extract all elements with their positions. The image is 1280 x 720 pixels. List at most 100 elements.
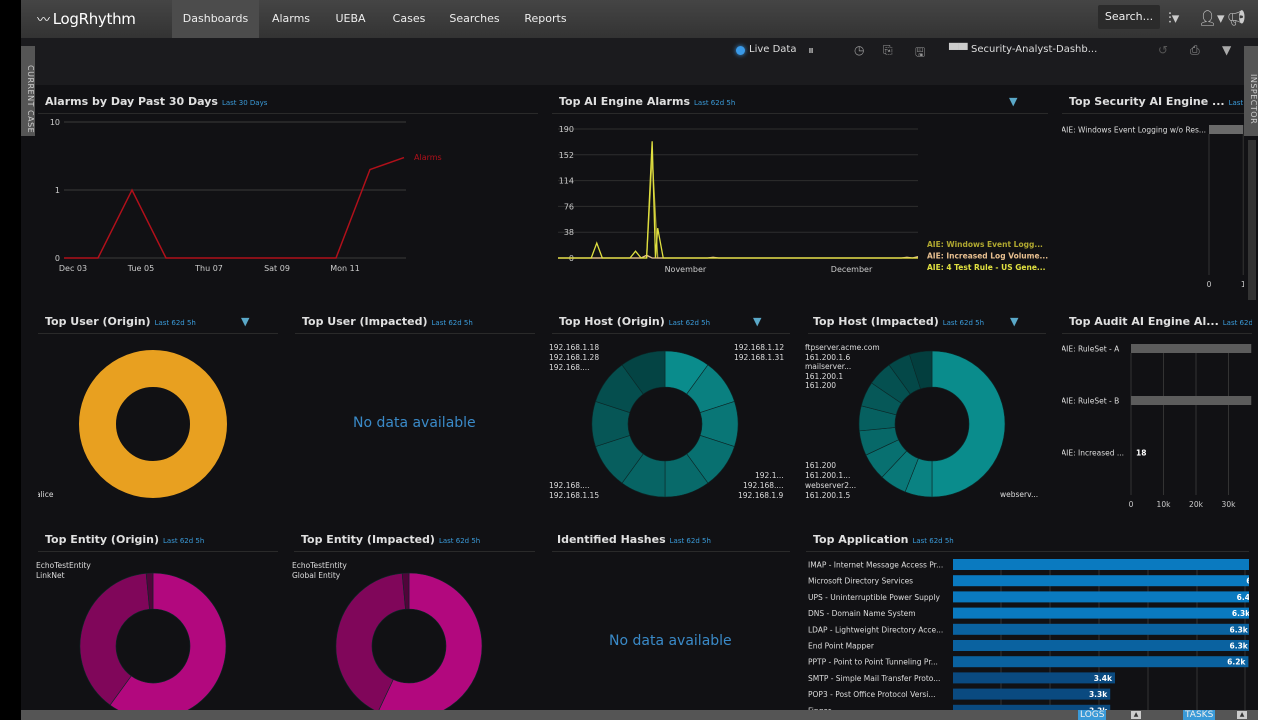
- expand-logs-icon[interactable]: ▲: [1131, 711, 1141, 719]
- filter-icon[interactable]: ▼: [1009, 95, 1018, 108]
- inspector-label: INSPECTOR: [1249, 73, 1258, 125]
- filter-icon[interactable]: ▼: [1010, 315, 1019, 328]
- slice-label: 192.168.1.18: [549, 343, 600, 352]
- audit-aie-bar-chart: 0 10k 20k 30k AIE: RuleSet - A AIE: RuleSet -…: [1062, 344, 1252, 509]
- widget-top-security-aie: Top Security AI Engine ...Last 62d 5h 0 1…: [1062, 95, 1244, 295]
- widget-title: Top AI Engine Alarms Last 62d 5h: [559, 95, 736, 108]
- donut-slice: [401, 572, 410, 610]
- widget-top-entity-impacted: Top Entity (Impacted) Last 62d 5h EchoTes…: [287, 533, 535, 710]
- widget-top-audit-aie: Top Audit AI Engine Al...Last 62d 5h 0 10…: [1062, 315, 1252, 515]
- bar-value-label: 6.3k: [1230, 625, 1249, 634]
- y-tick-label: 38: [564, 228, 574, 237]
- scrollbar[interactable]: [1248, 140, 1256, 300]
- window-edge: [1258, 0, 1280, 720]
- bar: [953, 640, 1249, 651]
- tab-alarms[interactable]: Alarms: [271, 12, 311, 25]
- no-data-message: No data available: [609, 633, 732, 649]
- slice-label: LinkNet: [36, 571, 65, 580]
- widget-title: Top Host (Origin) Last 62d 5h: [559, 315, 711, 328]
- slice-label: ftpserver.acme.com: [805, 343, 880, 352]
- filter-icon[interactable]: ▼: [753, 315, 762, 328]
- bar: [953, 607, 1249, 619]
- alarms-series-line: [64, 156, 405, 259]
- megaphone-icon[interactable]: 📢︎: [1227, 9, 1247, 27]
- undo-icon[interactable]: ↺: [1158, 43, 1169, 57]
- expand-tasks-icon[interactable]: ▲: [1237, 711, 1247, 719]
- clock-icon[interactable]: ◷: [854, 43, 865, 57]
- widget-title: Top Application Last 62d 5h: [813, 533, 954, 546]
- donut-slice: [931, 350, 1006, 498]
- slice-label: EchoTestEntity: [292, 561, 347, 570]
- bar-value-label: 3.3k: [1089, 706, 1108, 710]
- slice-label: alice: [38, 490, 54, 499]
- current-case-label: CURRENT CASE: [26, 64, 35, 134]
- search-button[interactable]: Search...: [1098, 5, 1160, 29]
- bar-value-label: 6.4k: [1237, 593, 1249, 602]
- current-case-tab[interactable]: CURRENT CASE: [21, 46, 35, 136]
- slice-label: 192.168.1.15: [549, 491, 600, 500]
- category-label: POP3 - Post Office Protocol Versi...: [808, 690, 936, 699]
- donut-slice: [109, 572, 227, 710]
- slice-label: 192.168.1.9: [738, 491, 784, 500]
- bar: [953, 623, 1249, 635]
- widget-timeframe: Last 30 Days: [221, 99, 268, 107]
- settings-sliders-icon[interactable]: ⫶▾: [1168, 9, 1180, 27]
- export-icon[interactable]: ⎘: [883, 43, 893, 57]
- save-icon[interactable]: 🖫︎: [915, 45, 926, 59]
- bar-value-label: 6.3k: [1232, 609, 1249, 618]
- user-origin-donut: [79, 350, 227, 498]
- inspector-tab[interactable]: INSPECTOR: [1244, 46, 1258, 136]
- widget-timeframe: Last 62d 5h: [942, 319, 985, 327]
- y-tick-label: 10: [50, 118, 60, 127]
- live-data-toggle[interactable]: Live Data: [749, 44, 797, 55]
- tab-reports[interactable]: Reports: [524, 12, 567, 25]
- tasks-tab[interactable]: TASKS: [1183, 710, 1216, 720]
- live-data-indicator-icon[interactable]: [736, 46, 745, 55]
- legend-item: AIE: 4 Test Rule - US Gene...: [927, 263, 1046, 272]
- tab-searches[interactable]: Searches: [449, 12, 500, 25]
- alarms-line-chart: 0 1 10 Dec 03 Tue 05 Thu 07 Sat 09 Mon 11 Alarms: [50, 118, 442, 273]
- x-tick-label: Dec 03: [59, 264, 87, 273]
- donut-slice: [79, 350, 227, 498]
- category-label: AIE: Windows Event Logging w/o Res...: [1062, 126, 1206, 135]
- filter-icon[interactable]: ▼: [1222, 43, 1232, 57]
- x-tick-label: November: [665, 265, 707, 274]
- slice-label: 192.168....: [549, 481, 590, 490]
- category-label: IMAP - Internet Message Access Pr...: [808, 561, 943, 570]
- logo[interactable]: 〰 LogRhythm: [37, 9, 136, 28]
- slice-label: 192.168.1.28: [549, 353, 600, 362]
- user-icon[interactable]: 👤︎▾: [1198, 9, 1225, 27]
- logo-icon: 〰: [37, 13, 50, 28]
- layout-icon[interactable]: ▀▀: [949, 43, 968, 57]
- widget-timeframe: Last 62d 5h: [438, 537, 481, 545]
- category-label: Finger: [808, 706, 832, 710]
- widget-title: Top Host (Impacted) Last 62d 5h: [813, 315, 985, 328]
- widget-title: Top Entity (Origin) Last 62d 5h: [45, 533, 205, 546]
- category-label: LDAP - Lightweight Directory Acce...: [808, 625, 943, 634]
- x-tick-label: Mon 11: [330, 264, 360, 273]
- slice-label: 192.168....: [743, 481, 784, 490]
- logo-text: LogRhythm: [52, 10, 136, 28]
- pause-icon[interactable]: ⏸︎: [808, 43, 815, 57]
- bar: [953, 704, 1111, 710]
- logs-tab[interactable]: LOGS: [1078, 710, 1107, 720]
- bottom-bar: LOGS ▲ TASKS ▲: [21, 710, 1258, 720]
- widget-timeframe: Last 62d 5h: [668, 319, 711, 327]
- widget-identified-hashes: Identified Hashes Last 62d 5h No data ava…: [545, 533, 790, 710]
- filter-icon[interactable]: ▼: [241, 315, 250, 328]
- dashboard-name-selector[interactable]: Security-Analyst-Dashb...: [971, 44, 1098, 55]
- tab-cases[interactable]: Cases: [392, 12, 426, 25]
- x-tick-label: Sat 09: [264, 264, 290, 273]
- tab-dashboards[interactable]: Dashboards: [172, 0, 259, 38]
- y-tick-label: 114: [559, 177, 574, 186]
- bar: [953, 656, 1249, 668]
- print-icon[interactable]: ⎙: [1190, 43, 1200, 57]
- tab-ueba[interactable]: UEBA: [335, 12, 366, 25]
- widget-alarms-by-day: Alarms by Day Past 30 Days Last 30 Days 0…: [38, 95, 538, 285]
- top-nav: 〰 LogRhythm Dashboards Alarms UEBA Cases …: [21, 0, 1258, 38]
- y-tick-label: 152: [559, 151, 574, 160]
- widget-timeframe: Last 62d 5h: [154, 319, 196, 327]
- donut-slice: [145, 572, 154, 610]
- y-tick-label: 0: [55, 254, 60, 263]
- slice-label: webserver2...: [805, 481, 857, 490]
